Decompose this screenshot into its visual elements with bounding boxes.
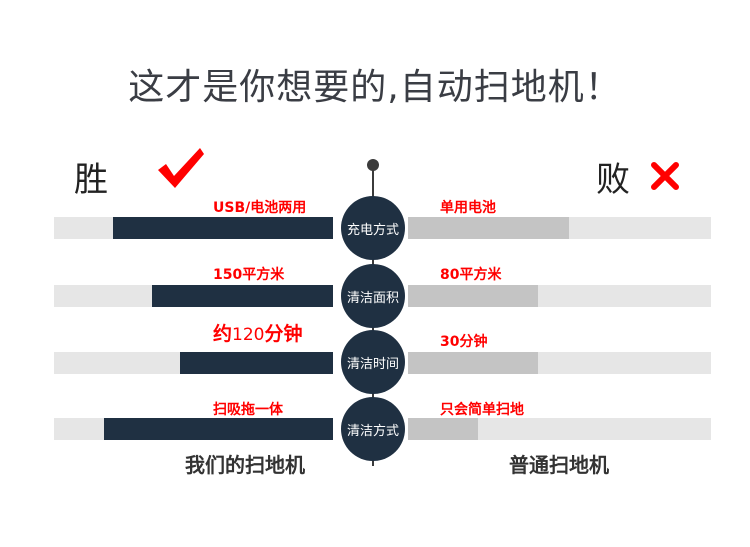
win-label: 胜 [74,160,108,200]
ours-track [54,352,333,374]
ours-value-suffix: 分钟 [264,323,303,345]
theirs-track [408,418,711,440]
theirs-bar [408,217,569,239]
theirs-track [408,217,711,239]
category-circle: 清洁时间 [341,330,405,394]
theirs-bar [408,418,478,440]
ours-track [54,217,333,239]
checkmark-icon [158,148,204,188]
lose-label: 败 [596,160,630,200]
category-circle: 充电方式 [341,196,405,260]
theirs-bar [408,285,539,307]
ours-bar [104,418,333,440]
page-title: 这才是你想要的,自动扫地机！ [128,67,622,108]
category-circle: 清洁方式 [341,397,405,461]
theirs-bar [408,352,539,374]
theirs-value: 单用电池 [440,200,496,216]
pin-dot [367,159,379,171]
ours-track [54,418,333,440]
theirs-value: 80平方米 [440,267,502,283]
footer-ours: 我们的扫地机 [185,453,305,477]
ours-bar [112,217,333,239]
theirs-track [408,285,711,307]
category-circle: 清洁面积 [341,264,405,328]
ours-value: 150平方米 [213,267,285,283]
ours-value-number: 120 [232,325,265,345]
footer-theirs: 普通扫地机 [509,453,609,477]
ours-value: 约120分钟 [213,319,302,346]
theirs-value: 只会简单扫地 [440,402,524,418]
ours-value-prefix: 约 [213,323,233,345]
theirs-value: 30分钟 [440,334,488,350]
ours-bar [179,352,333,374]
theirs-track [408,352,711,374]
ours-bar [151,285,333,307]
ours-value: 扫吸拖一体 [213,402,283,418]
ours-track [54,285,333,307]
ours-value: USB/电池两用 [213,200,307,216]
cross-icon [651,162,679,190]
